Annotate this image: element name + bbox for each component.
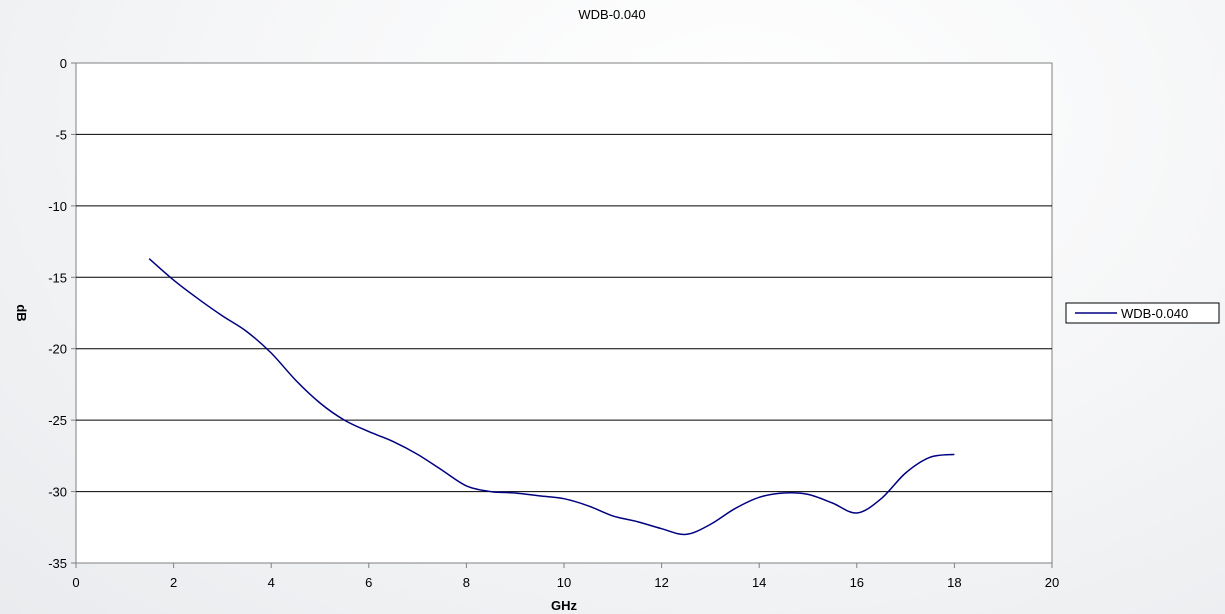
y-tick-label: -20 [48, 342, 67, 357]
x-tick-label: 12 [654, 575, 668, 590]
x-axis-label: GHz [551, 598, 578, 613]
y-tick-label: -15 [48, 270, 67, 285]
legend-label: WDB-0.040 [1121, 306, 1188, 321]
x-tick-label: 0 [72, 575, 79, 590]
x-tick-label: 8 [463, 575, 470, 590]
legend-box [1065, 302, 1220, 324]
series-layer [148, 258, 955, 536]
chart-title: WDB-0.040 [578, 7, 645, 22]
x-axis: 0 2 4 6 8 10 12 14 16 18 20 [72, 563, 1059, 590]
y-axis: 0 -5 -10 -15 -20 -25 -30 -35 [48, 56, 76, 571]
x-tick-label: 18 [947, 575, 961, 590]
plot-area [75, 62, 1053, 564]
x-tick-label: 10 [557, 575, 571, 590]
y-axis-label: dB [14, 304, 29, 321]
x-tick-label: 16 [850, 575, 864, 590]
x-tick-label: 20 [1045, 575, 1059, 590]
x-tick-label: 4 [268, 575, 275, 590]
y-tick-label: 0 [60, 56, 67, 71]
y-tick-label: -25 [48, 413, 67, 428]
x-tick-label: 2 [170, 575, 177, 590]
y-tick-label: -10 [48, 199, 67, 214]
x-tick-label: 6 [365, 575, 372, 590]
y-tick-label: -30 [48, 485, 67, 500]
legend: WDB-0.040 [1065, 302, 1220, 324]
gridlines [76, 133, 1052, 493]
y-tick-label: -35 [48, 556, 67, 571]
y-tick-label: -5 [55, 127, 67, 142]
series-line [148, 258, 955, 536]
x-tick-label: 14 [752, 575, 766, 590]
